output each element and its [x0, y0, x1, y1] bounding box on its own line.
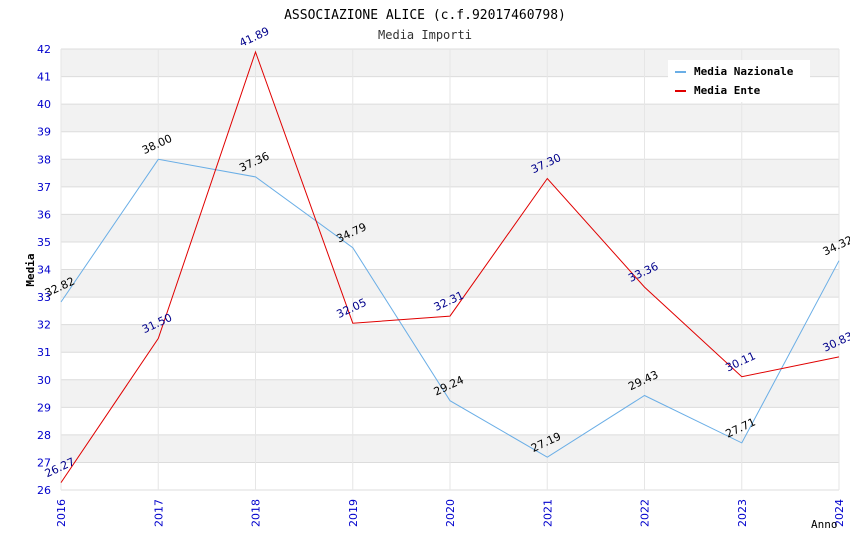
x-axis-ticks: 2016 2017 2018 2019 2020 2021 2022 2023 2024: [55, 499, 846, 527]
y-tick-label: 40: [37, 98, 51, 111]
x-tick-label: 2019: [347, 499, 360, 527]
y-tick-label: 29: [37, 401, 51, 414]
chart-subtitle: Media Importi: [378, 28, 472, 42]
chart-title: ASSOCIAZIONE ALICE (c.f.92017460798): [284, 8, 566, 23]
y-tick-label: 37: [37, 181, 51, 194]
y-tick-label: 38: [37, 153, 51, 166]
x-tick-label: 2018: [250, 499, 263, 527]
legend-label-nazionale: Media Nazionale: [694, 65, 794, 78]
y-tick-label: 39: [37, 126, 51, 139]
y-tick-label: 34: [37, 264, 51, 277]
y-tick-label: 35: [37, 236, 51, 249]
x-tick-label: 2023: [736, 499, 749, 527]
y-tick-label: 31: [37, 346, 51, 359]
y-tick-label: 33: [37, 291, 51, 304]
legend-box: [668, 60, 810, 102]
y-tick-label: 42: [37, 43, 51, 56]
y-tick-label: 41: [37, 71, 51, 84]
series-lines: [60, 50, 840, 483]
x-tick-label: 2024: [833, 499, 846, 527]
series-line-ente: [60, 50, 840, 483]
x-tick-label: 2016: [55, 499, 68, 527]
y-tick-label: 36: [37, 208, 51, 221]
legend-label-ente: Media Ente: [694, 84, 761, 97]
legend: Media Nazionale Media Ente: [668, 60, 810, 102]
grid-lines: [60, 48, 840, 491]
y-tick-label: 32: [37, 319, 51, 332]
series-line-nazionale: [60, 158, 840, 458]
x-tick-label: 2021: [541, 499, 554, 527]
x-axis-label: Anno: [811, 518, 838, 531]
x-tick-label: 2017: [152, 499, 165, 527]
y-tick-label: 30: [37, 374, 51, 387]
y-tick-label: 27: [37, 456, 51, 469]
x-tick-label: 2022: [639, 499, 652, 527]
data-label: 41.89: [237, 25, 271, 50]
y-axis-label: Media: [24, 253, 37, 286]
x-tick-label: 2020: [444, 499, 457, 527]
y-tick-label: 26: [37, 484, 51, 497]
y-tick-label: 28: [37, 429, 51, 442]
y-axis-ticks: 26 27 28 29 30 31 32 33 34 35 36 37 38 39 40 41 42: [37, 43, 51, 497]
